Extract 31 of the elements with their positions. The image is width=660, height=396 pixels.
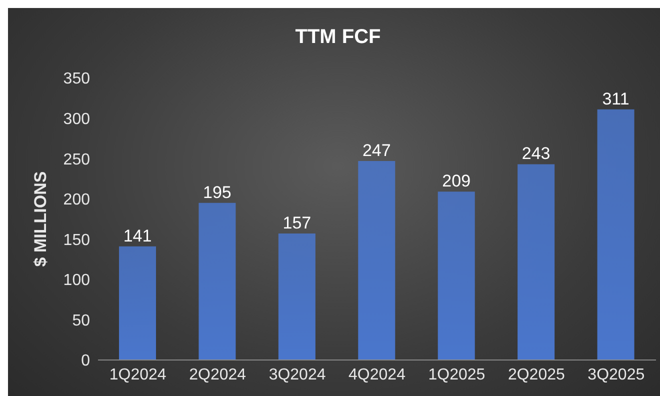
data-label: 141 (123, 226, 152, 246)
x-tick-label: 4Q2024 (348, 366, 406, 384)
y-tick-label: 50 (72, 312, 90, 330)
data-label: 209 (442, 172, 471, 191)
x-tick-label: 2Q2024 (189, 366, 246, 384)
data-label: 247 (362, 140, 391, 160)
y-axis-title: $ MILLIONS (31, 171, 50, 267)
y-tick-label: 200 (63, 192, 90, 209)
bar (278, 234, 316, 360)
bar (358, 160, 396, 360)
data-label: 311 (602, 89, 630, 108)
x-tick-label: 1Q2025 (428, 366, 486, 384)
chart-title: TTM FCF (294, 26, 382, 49)
y-tick-label: 150 (63, 232, 90, 249)
y-tick-label: 250 (63, 151, 90, 168)
bar (198, 202, 236, 360)
x-tick-label: 1Q2024 (109, 366, 166, 384)
data-label: 157 (282, 214, 312, 233)
data-label: 243 (522, 144, 550, 164)
bar (119, 246, 156, 360)
data-label: 195 (203, 182, 232, 202)
bar (597, 109, 634, 360)
y-tick-label: 0 (81, 352, 90, 370)
y-tick-label: 350 (63, 70, 90, 88)
x-tick-label: 3Q2024 (268, 366, 326, 384)
bar (518, 164, 555, 360)
y-tick-label: 100 (63, 272, 90, 290)
bar (438, 192, 475, 360)
y-tick-label: 300 (63, 110, 90, 128)
x-tick-label: 2Q2025 (508, 366, 565, 384)
x-tick-label: 3Q2025 (588, 366, 645, 384)
